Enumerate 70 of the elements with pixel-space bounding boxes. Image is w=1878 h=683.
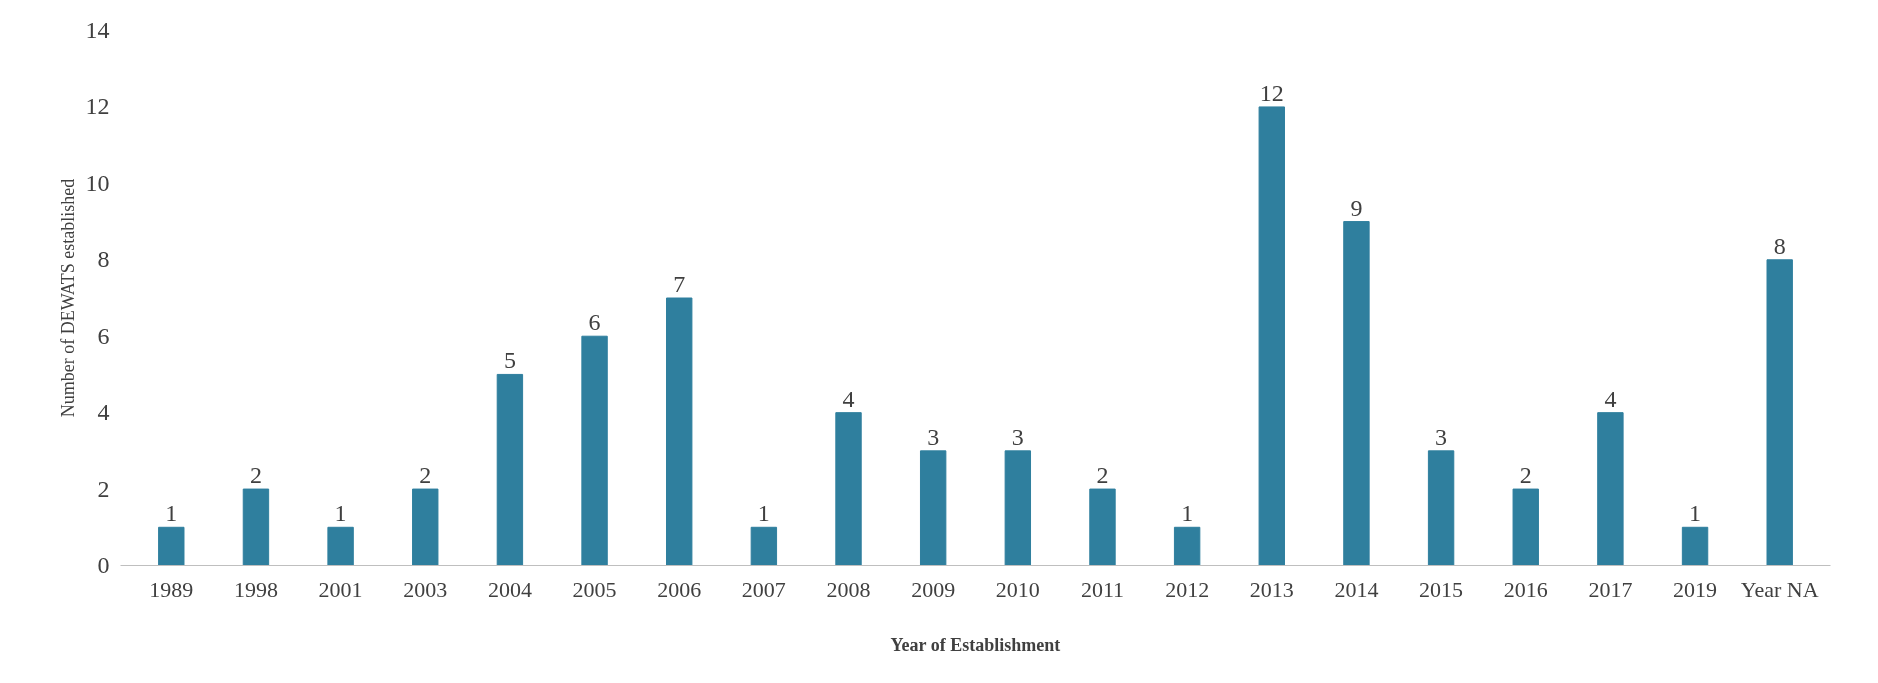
x-tick-label: 2009	[911, 576, 956, 602]
y-tick-label: 4	[97, 399, 110, 426]
y-tick-label: 6	[97, 322, 110, 349]
bar	[1004, 450, 1032, 566]
data-label: 2	[1519, 462, 1532, 489]
data-label: 3	[927, 423, 940, 450]
x-tick-label: 1989	[149, 576, 194, 602]
bar	[327, 526, 354, 566]
bar	[666, 297, 693, 566]
x-tick-label: 2019	[1673, 576, 1718, 602]
data-label: 1	[1181, 500, 1194, 527]
x-tick-label: 2014	[1334, 576, 1379, 602]
bar	[1258, 106, 1285, 566]
data-label: 1	[334, 500, 347, 527]
data-label: 7	[673, 271, 686, 297]
bar	[412, 488, 439, 566]
x-tick-label: Year NA	[1740, 576, 1819, 602]
data-label: 4	[842, 385, 855, 412]
data-label: 1	[757, 500, 770, 527]
data-label: 1	[165, 500, 178, 527]
y-tick-label: 8	[97, 246, 110, 273]
bar	[1597, 412, 1624, 566]
bar	[1766, 259, 1793, 566]
bar	[581, 335, 608, 566]
data-label: 3	[1011, 423, 1024, 450]
x-tick-label: 2007	[741, 576, 786, 602]
bar	[496, 373, 524, 566]
bar	[919, 450, 947, 566]
data-label: 5	[503, 347, 516, 374]
bar	[1681, 526, 1709, 566]
bar	[1343, 221, 1370, 566]
x-tick-label: 2008	[826, 576, 871, 602]
x-tick-label: 2005	[572, 576, 617, 602]
data-label: 4	[1604, 385, 1617, 412]
y-tick-label: 0	[97, 552, 110, 578]
bar	[835, 412, 862, 566]
x-tick-label: 1998	[233, 576, 278, 602]
y-tick-label: 14	[85, 17, 110, 43]
data-label: 2	[1096, 462, 1109, 489]
x-tick-label: 2001	[318, 576, 363, 602]
data-label: 8	[1773, 232, 1786, 259]
x-tick-label: 2012	[1165, 576, 1210, 602]
x-tick-label: 2017	[1588, 576, 1633, 602]
data-label: 12	[1259, 79, 1284, 106]
bar	[1089, 488, 1116, 566]
x-tick-label: 2015	[1419, 576, 1464, 602]
bar	[1173, 526, 1201, 566]
data-label: 2	[249, 462, 262, 489]
bar	[158, 526, 185, 566]
y-tick-label: 12	[85, 93, 110, 120]
data-label: 3	[1435, 423, 1448, 450]
data-label: 6	[588, 309, 601, 336]
x-tick-label: 2006	[657, 576, 702, 602]
x-tick-label: 2011	[1080, 576, 1125, 602]
y-tick-label: 2	[97, 475, 110, 502]
data-label: 2	[419, 462, 432, 489]
x-tick-label: 2016	[1503, 576, 1548, 602]
x-axis-title: Year of Establishment	[890, 634, 1061, 655]
y-tick-label: 10	[85, 169, 110, 196]
x-tick-label: 2010	[995, 576, 1040, 602]
bar	[750, 526, 778, 566]
bar	[1427, 450, 1455, 566]
bar	[1512, 488, 1539, 566]
x-tick-label: 2013	[1249, 576, 1294, 602]
x-tick-label: 2003	[403, 576, 448, 602]
data-label: 9	[1350, 194, 1363, 221]
bar	[242, 488, 270, 566]
y-axis-title: Number of DEWATS established	[57, 178, 78, 418]
x-tick-label: 2004	[487, 576, 532, 602]
data-label: 1	[1689, 500, 1702, 527]
